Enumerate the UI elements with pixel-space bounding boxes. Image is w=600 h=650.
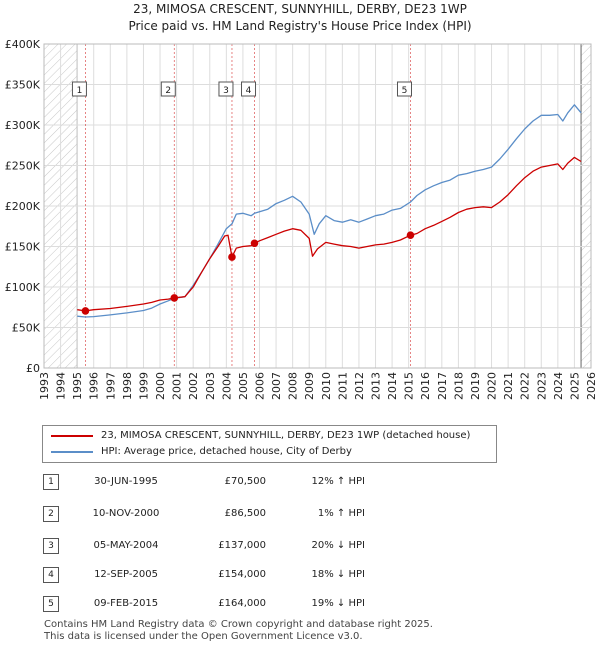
sale-point bbox=[228, 253, 236, 261]
sale-date: 12-SEP-2005 bbox=[94, 569, 158, 580]
plot-frame bbox=[43, 43, 592, 369]
sale-marker-badge bbox=[241, 81, 257, 97]
sale-marker-badge-label: 5 bbox=[402, 86, 408, 96]
x-tick-label: 2015 bbox=[403, 372, 416, 400]
legend-swatch-property bbox=[51, 435, 93, 437]
x-tick-label: 2021 bbox=[502, 372, 515, 400]
y-tick-label: £200K bbox=[5, 200, 41, 213]
x-tick-label: 2025 bbox=[568, 372, 581, 400]
sale-marker-badge-label: 2 bbox=[165, 86, 171, 96]
x-tick-label: 1999 bbox=[137, 372, 150, 400]
x-tick-label: 2000 bbox=[154, 372, 167, 400]
sale-price: £137,000 bbox=[218, 540, 266, 551]
x-tick-label: 2026 bbox=[585, 372, 598, 400]
y-tick-label: £300K bbox=[5, 119, 41, 132]
y-tick-label: £150K bbox=[5, 241, 41, 254]
x-tick-label: 2018 bbox=[452, 372, 465, 400]
x-tick-label: 2003 bbox=[204, 372, 217, 400]
sale-price: £154,000 bbox=[218, 569, 266, 580]
x-tick-label: 2011 bbox=[336, 372, 349, 400]
sale-hpi-diff: 19% ↓ HPI bbox=[311, 598, 365, 609]
x-tick-label: 2012 bbox=[353, 372, 366, 400]
x-tick-label: 2016 bbox=[419, 372, 432, 400]
sale-point bbox=[250, 239, 259, 248]
chart-subtitle: Price paid vs. HM Land Registry's House … bbox=[128, 19, 472, 33]
y-tick-label: £100K bbox=[5, 281, 41, 294]
x-tick-label: 1998 bbox=[121, 372, 134, 400]
sale-marker-badge-label: 4 bbox=[246, 86, 252, 96]
sale-price: £164,000 bbox=[218, 598, 266, 609]
series-line bbox=[77, 156, 582, 312]
sale-marker-badge bbox=[396, 81, 412, 97]
sale-date: 09-FEB-2015 bbox=[93, 598, 159, 609]
chart-title: 23, MIMOSA CRESCENT, SUNNYHILL, DERBY, D… bbox=[133, 2, 467, 16]
sale-hpi-diff: 20% ↓ HPI bbox=[311, 540, 365, 551]
x-tick-label: 2008 bbox=[287, 372, 300, 400]
legend: 23, MIMOSA CRESCENT, SUNNYHILL, DERBY, D… bbox=[42, 425, 497, 463]
x-tick-label: 2022 bbox=[519, 372, 532, 400]
x-tick-label: 2024 bbox=[552, 372, 565, 400]
x-tick-label: 1993 bbox=[38, 372, 51, 400]
x-tick-label: 1997 bbox=[104, 372, 117, 400]
x-tick-label: 1996 bbox=[88, 372, 101, 400]
sale-point bbox=[170, 294, 179, 302]
sale-hpi-diff: 12% ↑ HPI bbox=[311, 476, 365, 487]
legend-label-property: 23, MIMOSA CRESCENT, SUNNYHILL, DERBY, D… bbox=[101, 430, 471, 441]
legend-label-hpi: HPI: Average price, detached house, City… bbox=[101, 446, 352, 457]
x-tick-label: 2002 bbox=[187, 372, 200, 400]
sale-number-badge: 2 bbox=[43, 506, 59, 522]
x-tick-label: 2017 bbox=[436, 372, 449, 400]
sale-marker-badge bbox=[71, 81, 87, 97]
y-tick-label: £350K bbox=[5, 79, 41, 92]
sale-date: 05-MAY-2004 bbox=[93, 540, 159, 551]
x-tick-label: 1995 bbox=[71, 372, 84, 400]
sale-point bbox=[406, 231, 415, 239]
price-chart: 1 2 3 4 5 £0 £50K £100K £150K £200K £250K £300K £35… bbox=[5, 38, 598, 400]
attribution: Contains HM Land Registry data © Crown c… bbox=[44, 619, 433, 643]
x-tick-label: 2010 bbox=[320, 372, 333, 400]
x-tick-label: 2014 bbox=[386, 372, 399, 400]
x-tick-label: 2020 bbox=[486, 372, 499, 400]
x-tick-label: 1994 bbox=[55, 372, 68, 400]
sale-price: £70,500 bbox=[224, 476, 266, 487]
sale-number-badge: 4 bbox=[43, 567, 59, 583]
sale-number-badge: 5 bbox=[43, 596, 59, 612]
x-tick-label: 2023 bbox=[535, 372, 548, 400]
y-tick-label: £250K bbox=[5, 160, 41, 173]
legend-swatch-hpi bbox=[51, 451, 93, 453]
sale-marker-badge-label: 1 bbox=[77, 86, 83, 96]
x-tick-label: 2004 bbox=[220, 372, 233, 400]
x-tick-label: 2009 bbox=[303, 372, 316, 400]
x-tick-label: 2001 bbox=[171, 372, 184, 400]
x-tick-label: 2019 bbox=[469, 372, 482, 400]
sale-number-badge: 1 bbox=[43, 474, 59, 490]
x-tick-label: 2006 bbox=[253, 372, 266, 400]
sale-number-badge: 3 bbox=[43, 538, 59, 554]
x-tick-label: 2005 bbox=[237, 372, 250, 400]
sale-hpi-diff: 1% ↑ HPI bbox=[317, 508, 365, 519]
sale-price: £86,500 bbox=[224, 508, 266, 519]
sale-hpi-diff: 18% ↓ HPI bbox=[311, 569, 365, 580]
attribution-line-1: Contains HM Land Registry data © Crown c… bbox=[44, 619, 433, 630]
y-tick-label: £50K bbox=[12, 322, 41, 335]
sale-marker-badge bbox=[218, 81, 234, 97]
x-tick-label: 2013 bbox=[370, 372, 383, 400]
attribution-line-2: This data is licensed under the Open Gov… bbox=[44, 631, 363, 642]
sale-point bbox=[81, 307, 90, 315]
sale-marker-badge-label: 3 bbox=[223, 86, 229, 96]
sale-marker-badge bbox=[160, 81, 176, 97]
sale-date: 10-NOV-2000 bbox=[92, 508, 160, 519]
x-tick-label: 2007 bbox=[270, 372, 283, 400]
y-tick-label: £0 bbox=[26, 362, 40, 375]
y-tick-label: £400K bbox=[5, 38, 41, 51]
sale-date: 30-JUN-1995 bbox=[94, 476, 158, 487]
